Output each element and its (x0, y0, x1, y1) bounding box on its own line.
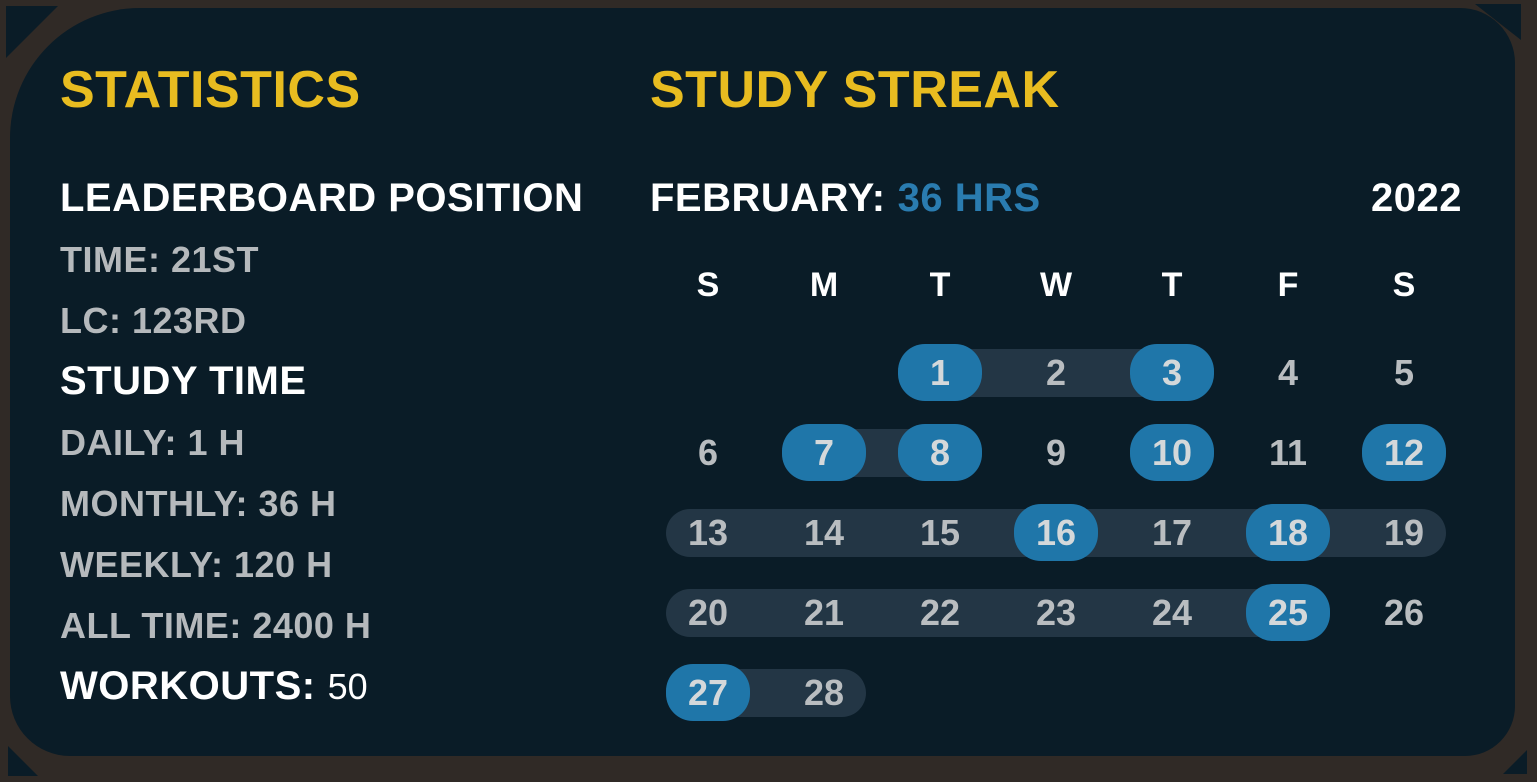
calendar-day-active: 27 (666, 664, 750, 721)
calendar-day-active: 12 (1362, 424, 1446, 481)
month-summary: FEBRUARY: 36 HRS (650, 176, 1041, 221)
calendar-day: 20 (687, 591, 729, 633)
streak-pill (666, 589, 1330, 637)
calendar-day-active: 8 (898, 424, 982, 481)
streak-calendar: 1 2 3 4 5 6 7 8 9 10 11 12 13 14 15 16 17 18 19 20 21 22 23 24 2… (650, 333, 1462, 733)
calendar-day: 23 (1035, 591, 1077, 633)
calendar-day: 9 (1045, 431, 1067, 473)
calendar-day: 24 (1151, 591, 1193, 633)
calendar-day-active: 25 (1246, 584, 1330, 641)
calendar-week-row: 20 21 22 23 24 25 26 (650, 573, 1462, 653)
dow-sunday: S (696, 265, 720, 304)
calendar-day: 6 (697, 431, 719, 473)
study-streak-title: STUDY STREAK (650, 61, 1060, 119)
calendar-day: 19 (1383, 511, 1425, 553)
study-time-weekly: WEEKLY: 120 H (60, 543, 333, 585)
leaderboard-time-rank: TIME: 21ST (60, 238, 260, 280)
calendar-week-row: 1 2 3 4 5 (650, 333, 1462, 413)
calendar-day: 21 (803, 591, 845, 633)
study-time-monthly: MONTHLY: 36 H (60, 482, 337, 524)
calendar-day: 17 (1151, 511, 1193, 553)
calendar-day: 28 (803, 671, 845, 713)
workouts-label: WORKOUTS: (60, 664, 316, 708)
calendar-day: 15 (919, 511, 961, 553)
calendar-day: 4 (1277, 351, 1299, 393)
calendar-day-active: 3 (1130, 344, 1214, 401)
statistics-list: LEADERBOARD POSITION TIME: 21ST LC: 123R… (60, 168, 620, 717)
calendar-week-row: 27 28 (650, 653, 1462, 733)
corner-decoration-bottom-left (8, 746, 38, 776)
dow-tuesday: T (929, 265, 951, 304)
calendar-day-active: 1 (898, 344, 982, 401)
dow-friday: F (1277, 265, 1299, 304)
calendar-day-active: 16 (1014, 504, 1098, 561)
study-time-all-time: ALL TIME: 2400 H (60, 604, 372, 646)
calendar-day: 2 (1045, 351, 1067, 393)
calendar-day-active: 18 (1246, 504, 1330, 561)
calendar-day: 22 (919, 591, 961, 633)
stats-card: STATISTICS STUDY STREAK LEADERBOARD POSI… (10, 8, 1515, 756)
study-time-heading: STUDY TIME (60, 359, 307, 403)
day-of-week-header-row: S M T W T F S (650, 255, 1462, 315)
dow-thursday: T (1161, 265, 1183, 304)
calendar-day-active: 10 (1130, 424, 1214, 481)
calendar-month-row: FEBRUARY: 36 HRS 2022 (650, 168, 1462, 229)
calendar-day-active: 7 (782, 424, 866, 481)
leaderboard-lc-rank: LC: 123RD (60, 299, 247, 341)
month-hours-value: 36 HRS (897, 176, 1041, 220)
calendar-day: 13 (687, 511, 729, 553)
dow-saturday: S (1392, 265, 1416, 304)
dow-monday: M (809, 265, 839, 304)
workouts-line: WORKOUTS: 50 (60, 656, 620, 717)
leaderboard-position-heading: LEADERBOARD POSITION (60, 176, 584, 220)
calendar-day: 14 (803, 511, 845, 553)
calendar-week-row: 13 14 15 16 17 18 19 (650, 493, 1462, 573)
calendar-day: 5 (1393, 351, 1415, 393)
study-time-daily: DAILY: 1 H (60, 421, 246, 463)
calendar-day: 11 (1268, 431, 1308, 473)
dow-wednesday: W (1039, 265, 1073, 304)
statistics-title: STATISTICS (60, 61, 361, 119)
month-label: FEBRUARY: (650, 176, 886, 220)
calendar-day: 26 (1383, 591, 1425, 633)
workouts-value: 50 (327, 665, 368, 707)
calendar-week-row: 6 7 8 9 10 11 12 (650, 413, 1462, 493)
corner-decoration-bottom-right (1503, 750, 1527, 774)
year-label: 2022 (1371, 176, 1462, 220)
